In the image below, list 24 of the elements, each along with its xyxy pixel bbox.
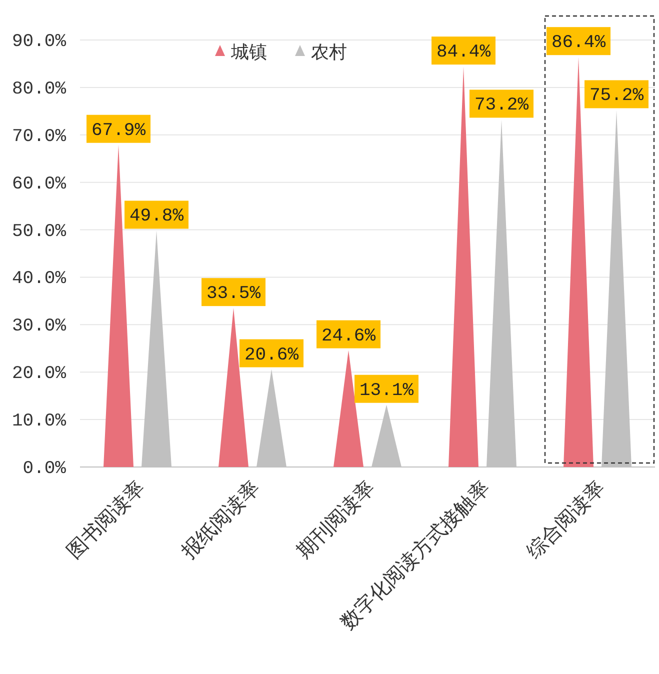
legend-label: 农村 bbox=[311, 42, 347, 63]
text: 67.9% bbox=[91, 120, 146, 141]
text: 73.2% bbox=[474, 96, 529, 116]
text: 86.4% bbox=[551, 33, 606, 54]
text: 49.8% bbox=[129, 206, 184, 227]
x-tick-label: 综合阅读率 bbox=[521, 476, 610, 564]
text: 13.1% bbox=[359, 380, 414, 401]
text: 75.2% bbox=[589, 86, 644, 106]
y-tick-label: 50.0% bbox=[12, 222, 66, 242]
y-tick-label: 10.0% bbox=[12, 412, 66, 432]
y-tick-label: 40.0% bbox=[12, 269, 66, 290]
y-tick-label: 30.0% bbox=[12, 316, 66, 337]
y-tick-label: 80.0% bbox=[12, 79, 66, 100]
text: 33.5% bbox=[206, 284, 261, 304]
text: 20.6% bbox=[244, 345, 299, 366]
x-tick-label: 报纸阅读率 bbox=[176, 476, 264, 564]
y-tick-label: 90.0% bbox=[12, 32, 66, 52]
y-tick-label: 70.0% bbox=[12, 126, 66, 147]
legend-label: 城镇 bbox=[230, 42, 267, 63]
y-tick-label: 60.0% bbox=[12, 174, 66, 194]
text: 24.6% bbox=[321, 326, 376, 346]
y-tick-label: 20.0% bbox=[12, 364, 66, 384]
x-tick-label: 期刊阅读率 bbox=[291, 476, 380, 564]
text: 84.4% bbox=[436, 42, 491, 63]
